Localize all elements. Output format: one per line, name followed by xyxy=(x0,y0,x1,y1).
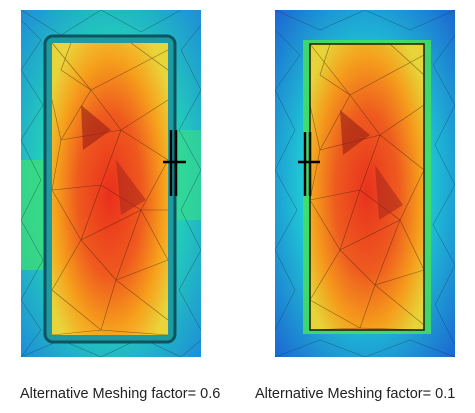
mesh-plot-factor-0-1 xyxy=(275,10,455,357)
mesh-plot-svg-left xyxy=(21,10,201,357)
inner-mesh-edges xyxy=(309,43,425,331)
hot-field-region xyxy=(309,43,425,331)
probe-cross-marker xyxy=(298,132,320,196)
caption-left: Alternative Meshing factor= 0.6 xyxy=(20,386,221,402)
mesh-plot-factor-0-6 xyxy=(21,10,201,357)
mesh-plot-svg-right xyxy=(275,10,455,357)
probe-cross-marker xyxy=(163,130,186,196)
outer-mesh-edges xyxy=(275,10,455,357)
hot-field-region xyxy=(52,43,168,335)
caption-right: Alternative Meshing factor= 0.1 xyxy=(255,386,456,402)
